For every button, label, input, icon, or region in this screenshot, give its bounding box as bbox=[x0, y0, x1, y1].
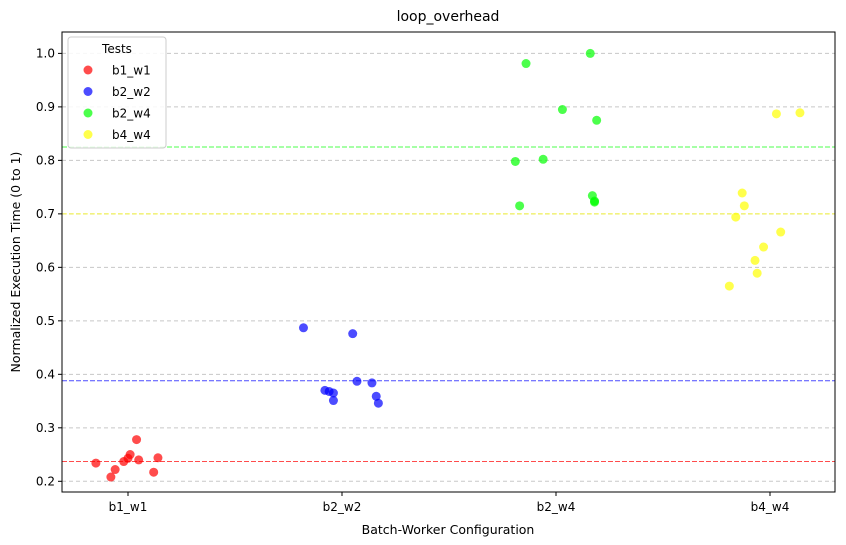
data-point bbox=[371, 391, 381, 401]
data-point bbox=[110, 465, 120, 475]
data-point bbox=[795, 108, 805, 118]
data-point bbox=[752, 268, 762, 278]
data-point bbox=[557, 105, 567, 115]
data-points bbox=[91, 48, 805, 482]
x-axis-label: Batch-Worker Configuration bbox=[362, 522, 535, 537]
x-tick-label: b1_w1 bbox=[109, 500, 148, 514]
data-point bbox=[737, 188, 747, 198]
y-tick-label: 0.9 bbox=[36, 100, 55, 114]
data-point bbox=[373, 398, 383, 408]
mean-lines bbox=[62, 146, 835, 463]
y-tick-label: 0.2 bbox=[36, 474, 55, 488]
data-point bbox=[91, 458, 101, 468]
legend-marker bbox=[83, 87, 93, 96]
y-tick-label: 0.8 bbox=[36, 153, 55, 167]
data-point bbox=[328, 388, 338, 398]
data-point bbox=[739, 201, 749, 211]
legend-title: Tests bbox=[101, 42, 132, 56]
data-point bbox=[538, 154, 548, 164]
legend: Tests b1_w1 b2_w2 b2_w4 b4_w4 bbox=[67, 36, 167, 149]
axes: 0.2 0.3 0.4 0.5 0.6 0.7 0.8 0.9 1.0 b1_w1 b2_w2 b2_… bbox=[36, 46, 789, 514]
data-point bbox=[515, 201, 525, 211]
y-axis-label: Normalized Execution Time (0 to 1) bbox=[8, 152, 23, 373]
data-point bbox=[750, 255, 760, 265]
x-tick-label: b2_w4 bbox=[537, 500, 576, 514]
data-point bbox=[759, 242, 769, 252]
data-point bbox=[328, 396, 338, 406]
plot-frame bbox=[61, 31, 836, 493]
data-point bbox=[134, 455, 144, 465]
data-point bbox=[149, 467, 159, 477]
y-tick-label: 0.4 bbox=[36, 367, 55, 381]
legend-marker bbox=[83, 130, 93, 139]
data-point bbox=[724, 281, 734, 291]
legend-label: b1_w1 bbox=[112, 64, 151, 78]
data-point bbox=[521, 59, 531, 69]
y-tick-label: 0.6 bbox=[36, 260, 55, 274]
data-point bbox=[125, 450, 135, 460]
data-point bbox=[348, 329, 358, 339]
legend-items: b1_w1 b2_w2 b2_w4 b4_w4 bbox=[83, 64, 151, 142]
legend-box bbox=[67, 36, 167, 149]
data-point bbox=[510, 156, 520, 166]
data-point bbox=[298, 323, 308, 333]
data-point bbox=[153, 453, 163, 463]
legend-label: b2_w4 bbox=[112, 107, 151, 121]
x-tick-label: b4_w4 bbox=[751, 500, 790, 514]
legend-label: b4_w4 bbox=[112, 128, 151, 142]
x-tick-label: b2_w2 bbox=[323, 500, 362, 514]
chart-title: loop_overhead bbox=[397, 9, 500, 25]
data-point bbox=[367, 378, 377, 388]
legend-marker bbox=[83, 65, 93, 75]
y-tick-label: 1.0 bbox=[36, 46, 55, 60]
y-tick-label: 0.5 bbox=[36, 314, 55, 328]
data-point bbox=[776, 227, 786, 237]
data-point bbox=[771, 109, 781, 119]
data-point bbox=[132, 435, 142, 445]
data-point bbox=[731, 212, 741, 222]
data-point bbox=[106, 472, 116, 482]
data-point bbox=[590, 196, 600, 206]
data-point bbox=[585, 48, 595, 58]
legend-label: b2_w2 bbox=[112, 85, 151, 99]
data-point bbox=[352, 376, 362, 386]
y-tick-label: 0.7 bbox=[36, 207, 55, 221]
y-tick-label: 0.3 bbox=[36, 421, 55, 435]
legend-marker bbox=[83, 108, 93, 118]
data-point bbox=[592, 115, 602, 125]
